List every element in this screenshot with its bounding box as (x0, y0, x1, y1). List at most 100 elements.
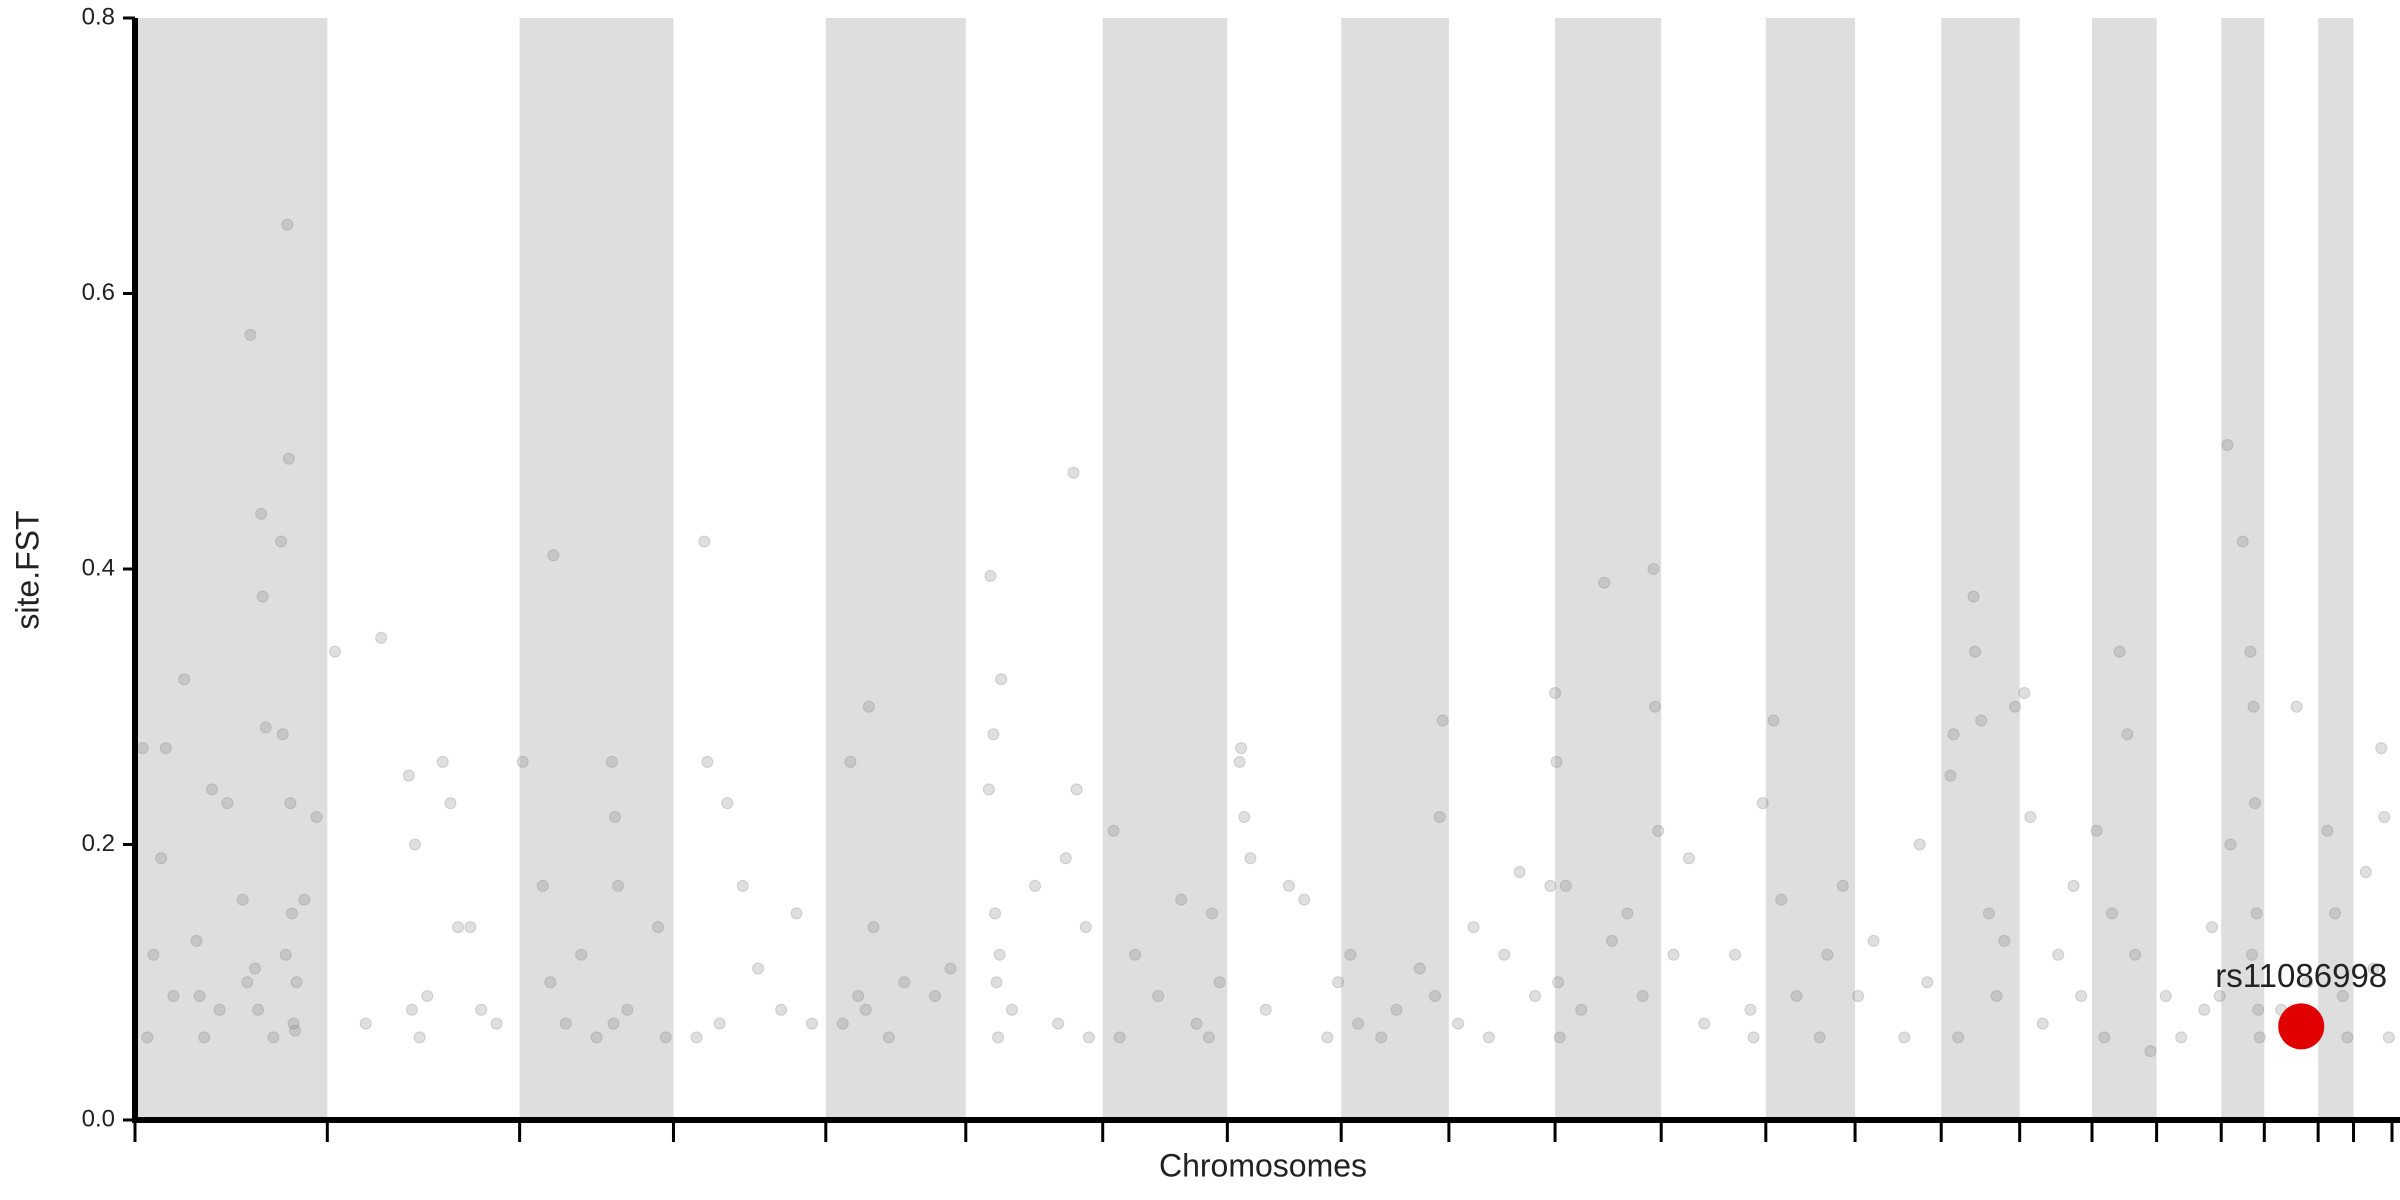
snp-point (775, 1003, 788, 1016)
chromosome-band (1941, 18, 2020, 1120)
snp-point (255, 507, 268, 520)
x-axis-label: Chromosomes (1159, 1147, 1367, 1183)
snp-point (2244, 645, 2257, 658)
snp-point (2090, 824, 2103, 837)
snp-point (1344, 948, 1357, 961)
snp-point (2105, 907, 2118, 920)
snp-point (516, 755, 529, 768)
snp-point (1436, 714, 1449, 727)
snp-point (1529, 990, 1542, 1003)
snp-point (452, 921, 465, 934)
snp-point (882, 1031, 895, 1044)
snp-point (1107, 824, 1120, 837)
snp-point (1070, 783, 1083, 796)
snp-point (790, 907, 803, 920)
snp-point (2024, 810, 2037, 823)
snp-point (1238, 810, 1251, 823)
snp-point (1667, 948, 1680, 961)
snp-point (1575, 1003, 1588, 1016)
y-tick-label: 0.4 (82, 554, 115, 581)
snp-point (844, 755, 857, 768)
snp-point (544, 976, 557, 989)
snp-point (2213, 990, 2226, 1003)
snp-point (298, 893, 311, 906)
snp-point (752, 962, 765, 975)
snp-point (2359, 866, 2372, 879)
snp-point (590, 1031, 603, 1044)
snp-point (1233, 755, 1246, 768)
snp-point (2367, 962, 2380, 975)
snp-point (1982, 907, 1995, 920)
snp-point (167, 990, 180, 1003)
snp-point (136, 742, 149, 755)
snp-point (2205, 921, 2218, 934)
snp-point (805, 1017, 818, 1030)
snp-point (276, 728, 289, 741)
snp-point (2113, 645, 2126, 658)
snp-point (193, 990, 206, 1003)
snp-point (990, 976, 1003, 989)
snp-point (236, 893, 249, 906)
snp-point (2245, 948, 2258, 961)
snp-point (1175, 893, 1188, 906)
snp-point (375, 631, 388, 644)
snp-point (1729, 948, 1742, 961)
snp-point (701, 755, 714, 768)
highlight-label: rs11086998 (2215, 957, 2387, 994)
chromosome-band (825, 18, 966, 1120)
snp-point (436, 755, 449, 768)
snp-point (359, 1017, 372, 1030)
snp-point (1975, 714, 1988, 727)
snp-point (1944, 769, 1957, 782)
chromosome-band (2318, 18, 2354, 1120)
snp-point (1235, 742, 1248, 755)
snp-point (1836, 879, 1849, 892)
snp-point (1082, 1031, 1095, 1044)
snp-point (1298, 893, 1311, 906)
snp-point (2378, 810, 2391, 823)
snp-point (2075, 990, 2088, 1003)
snp-point (1433, 810, 1446, 823)
snp-point (147, 948, 160, 961)
snp-point (1559, 879, 1572, 892)
snp-point (282, 452, 295, 465)
snp-point (290, 976, 303, 989)
snp-point (279, 948, 292, 961)
snp-point (2253, 1031, 2266, 1044)
chromosome-band (1102, 18, 1228, 1120)
snp-point (1321, 1031, 1334, 1044)
snp-point (444, 797, 457, 810)
snp-point (252, 1003, 265, 1016)
chromosome-band (2091, 18, 2157, 1120)
snp-point (1429, 990, 1442, 1003)
snp-point (944, 962, 957, 975)
snp-point (652, 921, 665, 934)
snp-point (1998, 934, 2011, 947)
snp-point (547, 549, 560, 562)
snp-point (1947, 728, 1960, 741)
snp-point (2175, 1031, 2188, 1044)
snp-point (982, 783, 995, 796)
snp-point (2036, 1017, 2049, 1030)
snp-point (2236, 535, 2249, 548)
snp-point (1621, 907, 1634, 920)
snp-point (2221, 439, 2234, 452)
snp-point (1467, 921, 1480, 934)
snp-point (1452, 1017, 1465, 1030)
snp-point (1698, 1017, 1711, 1030)
snp-point (852, 990, 865, 1003)
snp-point (1649, 700, 1662, 713)
snp-point (259, 721, 272, 734)
snp-point (575, 948, 588, 961)
snp-point (1152, 990, 1165, 1003)
snp-point (867, 921, 880, 934)
snp-point (213, 1003, 226, 1016)
snp-point (256, 590, 269, 603)
snp-point (1375, 1031, 1388, 1044)
snp-point (2250, 907, 2263, 920)
snp-point (490, 1017, 503, 1030)
snp-point (329, 645, 342, 658)
snp-point (1744, 1003, 1757, 1016)
snp-point (836, 1017, 849, 1030)
snp-point (1482, 1031, 1495, 1044)
